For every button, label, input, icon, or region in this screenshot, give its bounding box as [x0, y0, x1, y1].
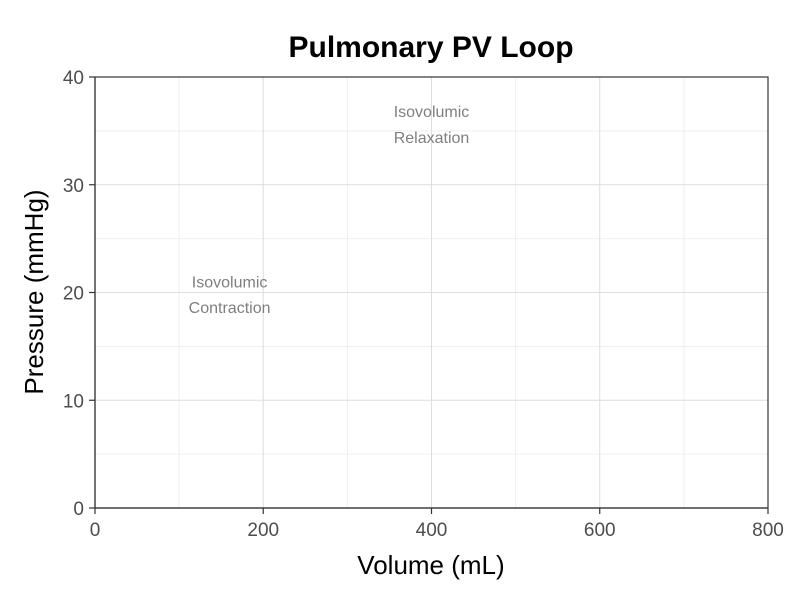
- x-axis-title: Volume (mL): [357, 550, 504, 580]
- y-tick-label: 20: [63, 284, 84, 305]
- x-tick-label: 0: [90, 520, 101, 541]
- chart-title: Pulmonary PV Loop: [288, 31, 573, 64]
- y-axis-title: Pressure (mmHg): [19, 189, 49, 394]
- x-tick-label: 400: [416, 520, 448, 541]
- y-tick-label: 0: [73, 499, 84, 520]
- annotation-line: Contraction: [189, 300, 271, 317]
- x-tick-label: 800: [752, 520, 784, 541]
- annotation-label: Isovolumic Contraction: [189, 274, 271, 317]
- x-tick-label: 200: [247, 520, 279, 541]
- annotation-layer: Isovolumic Contraction Isovolumic Relaxatio…: [189, 104, 470, 317]
- y-tick-label: 40: [63, 68, 84, 89]
- y-tick-label: 10: [63, 391, 84, 412]
- annotation-line: Isovolumic: [394, 104, 470, 121]
- annotation-line: Relaxation: [394, 130, 470, 147]
- y-tick-label: 30: [63, 176, 84, 197]
- axis-layer: 0 200 400 600 800 0 10 20 30 40: [63, 68, 784, 541]
- annotation-line: Isovolumic: [192, 274, 268, 291]
- x-tick-label: 600: [584, 520, 616, 541]
- annotation-label: Isovolumic Relaxation: [394, 104, 470, 147]
